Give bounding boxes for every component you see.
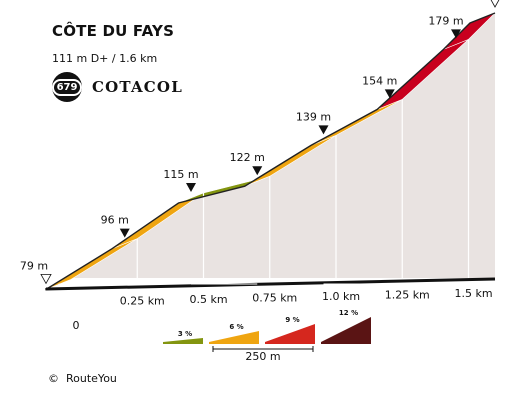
- legend-label: 3 %: [178, 330, 192, 338]
- altitude-label: 96 m: [101, 214, 129, 227]
- legend-wedge: [209, 331, 259, 344]
- x-tick-label: 0.25 km: [120, 295, 165, 308]
- altitude-label: 79 m: [20, 259, 48, 272]
- legend-wedge: [321, 317, 371, 344]
- x-tick-label: 0: [73, 319, 80, 332]
- x-tick-label: 0.75 km: [252, 292, 297, 305]
- legend-label: 12 %: [339, 309, 358, 317]
- altitude-marker-icon: [451, 29, 461, 39]
- copyright-icon: ©: [48, 372, 59, 385]
- scale-label: 250 m: [245, 350, 280, 363]
- altitude-marker-icon: [318, 125, 329, 135]
- climb-title: CÔTE DU FAYS: [52, 22, 175, 40]
- x-tick-label: 0.5 km: [189, 293, 227, 306]
- legend-label: 6 %: [229, 323, 243, 331]
- altitude-marker-icon: [186, 183, 196, 192]
- altitude-label: 115 m: [163, 168, 198, 181]
- x-tick-label: 1.0 km: [322, 290, 360, 303]
- cotacol-label: COTACOL: [92, 78, 183, 96]
- altitude-marker-icon: [119, 228, 130, 238]
- altitude-marker-icon: [384, 89, 395, 99]
- cotacol-number-icon: 679: [51, 72, 83, 102]
- endpoint-marker-icon: [490, 0, 500, 8]
- legend-label: 9 %: [285, 316, 299, 324]
- cotacol-badge: 679 COTACOL: [51, 72, 182, 102]
- altitude-label: 139 m: [296, 110, 331, 123]
- distance-scale-bar: [45, 277, 496, 291]
- x-tick-label: 1.5 km: [454, 287, 492, 300]
- altitude-label: 154 m: [362, 74, 397, 87]
- x-tick-label: 1.25 km: [385, 289, 430, 302]
- copyright-text: RouteYou: [66, 372, 117, 385]
- cotacol-number: 679: [51, 78, 83, 96]
- copyright-notice: © RouteYou: [48, 372, 117, 385]
- altitude-label: 179 m: [428, 14, 463, 27]
- altitude-marker-icon: [252, 166, 263, 176]
- altitude-label: 122 m: [230, 151, 265, 164]
- climb-stats: 111 m D+ / 1.6 km: [52, 52, 158, 65]
- legend-wedge: [265, 324, 315, 344]
- legend-wedge: [163, 338, 203, 344]
- endpoint-marker-icon: [40, 274, 52, 285]
